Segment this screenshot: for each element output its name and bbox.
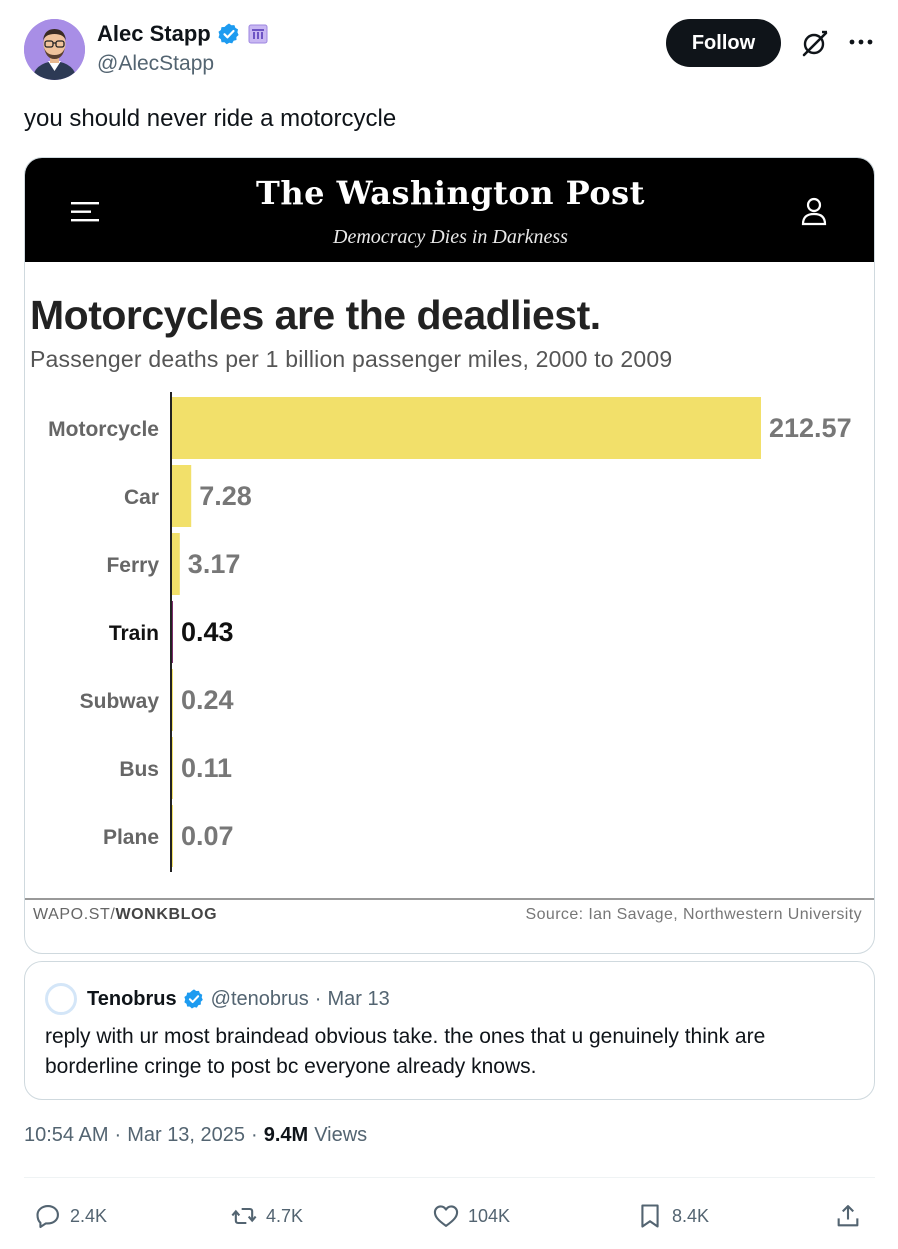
chart-title: Motorcycles are the deadliest. [30,292,601,338]
category-label-car: Car [124,486,159,509]
chart-subtitle: Passenger deaths per 1 billion passenger… [30,346,673,372]
like-count: 104K [468,1205,511,1226]
grok-icon[interactable] [800,28,830,58]
publication-header: The Washington Post Democracy Dies in Da… [25,158,874,262]
tweet-date[interactable]: Mar 13, 2025 [127,1124,246,1146]
quoted-date: Mar 13 [327,987,390,1010]
bar-ferry [171,533,180,595]
quoted-tweet[interactable]: Tenobrus @tenobrus · Mar 13 reply with u… [24,961,875,1100]
tweet-media-image[interactable]: The Washington Post Democracy Dies in Da… [24,157,875,954]
like-button[interactable]: 104K [432,1196,510,1236]
tweet-text: you should never ride a motorcycle [24,105,397,132]
author-name-row: Alec Stapp [97,20,269,48]
chart-footer-link: WAPO.ST/WONKBLOG [33,906,217,924]
category-label-plane: Plane [103,826,159,849]
meta-separator: · [251,1124,258,1146]
reply-button[interactable]: 2.4K [34,1196,107,1236]
category-label-motorcycle: Motorcycle [48,418,159,441]
footer-link-prefix: WAPO.ST/ [33,906,116,923]
author-name[interactable]: Alec Stapp [97,21,211,46]
quoted-header: Tenobrus @tenobrus · Mar 13 [87,984,390,1014]
value-label-train: 0.43 [181,617,234,647]
publication-logo: The Washington Post [256,174,645,212]
footer-link-bold: WONKBLOG [115,906,218,923]
share-icon [837,1205,859,1227]
bookmark-button[interactable]: 8.4K [636,1196,709,1236]
quoted-text: reply with ur most braindead obvious tak… [45,1025,766,1078]
author-avatar[interactable] [24,19,85,80]
category-label-ferry: Ferry [106,554,159,577]
verified-badge-icon [218,23,239,45]
chart-source: Source: Ian Savage, Northwestern Univers… [525,906,862,923]
value-label-subway: 0.24 [181,685,234,715]
affiliate-badge-icon[interactable] [247,23,269,45]
bar-chart: Motorcycle 212.57 Car 7.28 Ferry 3.17 Train 0.4… [48,392,852,872]
follow-button[interactable]: Follow [666,19,781,67]
chart-footer-divider [25,898,874,900]
value-label-motorcycle: 212.57 [769,413,852,443]
author-handle[interactable]: @AlecStapp [97,52,215,75]
bookmark-count: 8.4K [672,1205,710,1226]
tweet-meta: 10:54 AM · Mar 13, 2025 · 9.4M Views [24,1124,367,1147]
verified-badge-icon [184,989,203,1009]
divider [24,1177,875,1178]
heart-icon [433,1205,459,1227]
bar-car [171,465,192,527]
bar-motorcycle [171,397,761,459]
reply-icon [36,1205,59,1229]
user-account-icon [801,197,827,226]
publication-tagline: Democracy Dies in Darkness [333,226,568,248]
category-label-bus: Bus [119,758,159,781]
share-button[interactable] [834,1196,862,1236]
meta-separator: · [114,1124,122,1146]
category-label-train: Train [109,622,159,645]
value-label-bus: 0.11 [181,753,232,783]
views-count: 9.4M [263,1124,309,1146]
value-label-ferry: 3.17 [188,549,241,579]
repost-count: 4.7K [266,1205,304,1226]
tweet-time[interactable]: 10:54 AM [24,1124,109,1146]
hamburger-menu-icon [71,202,99,222]
value-label-plane: 0.07 [181,821,234,851]
reply-count: 2.4K [70,1205,108,1226]
repost-icon [231,1207,257,1225]
more-options-icon[interactable] [846,30,876,54]
bookmark-icon [641,1204,659,1228]
category-label-subway: Subway [80,690,160,713]
value-label-car: 7.28 [199,481,252,511]
views-label: Views [314,1124,368,1146]
quoted-handle: @tenobrus [210,987,309,1010]
quoted-avatar [45,983,77,1015]
quoted-name: Tenobrus [87,987,177,1010]
quoted-separator: · [314,987,322,1010]
action-bar: 2.4K 4.7K 104K 8.4K [24,1196,875,1236]
repost-button[interactable]: 4.7K [230,1196,303,1236]
